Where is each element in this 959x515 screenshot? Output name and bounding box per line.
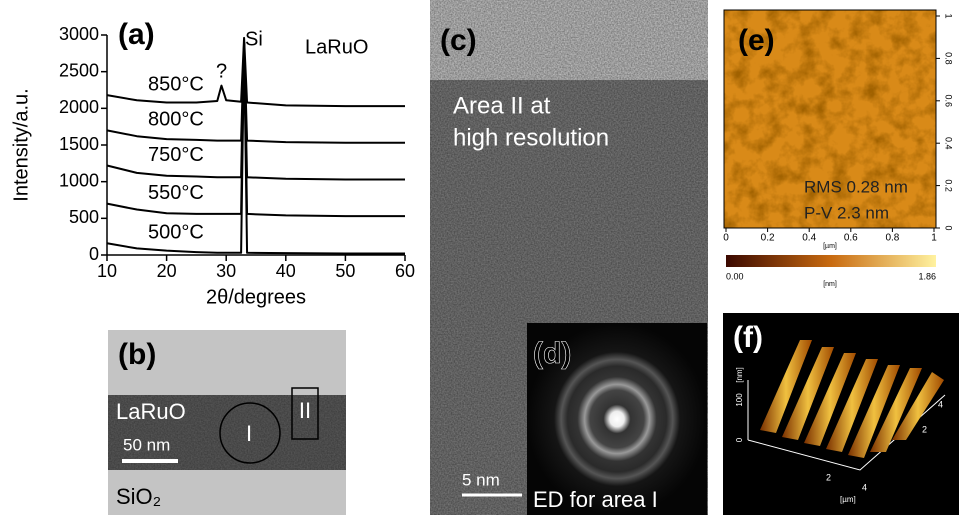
x-tick-label: 60 <box>395 261 415 281</box>
x-tick-label: 20 <box>157 261 177 281</box>
panel-label: (d) <box>533 337 571 370</box>
y-tick-label: 1000 <box>59 170 99 190</box>
series-label: 550°C <box>148 182 204 204</box>
afm-3d: (f) [nm] [µm] 0 100 2 4 2 4 <box>723 313 959 515</box>
x-unit: [µm] <box>823 243 837 250</box>
layer-label: LaRuO <box>116 399 186 424</box>
panel-label: (b) <box>118 338 156 371</box>
z-tick-label: 100 <box>735 393 744 407</box>
scale-label: 50 nm <box>123 435 170 454</box>
caption: high resolution <box>453 124 609 151</box>
series-label: 500°C <box>148 222 204 244</box>
series-label: 800°C <box>148 109 204 131</box>
x-axis-label: 2θ/degrees <box>206 286 306 308</box>
diffraction: (d) ED for area I <box>527 323 707 515</box>
tem-cross-section: (b) LaRuO 50 nm I II SiO₂ <box>108 330 346 515</box>
colorbar <box>726 255 936 267</box>
region-label: I <box>246 421 252 446</box>
xy-unit: [µm] <box>840 495 856 504</box>
y-tick-label: 1500 <box>59 134 99 154</box>
y-tick-label: 500 <box>69 207 99 227</box>
x-tick-label: 10 <box>97 261 117 281</box>
xrd-chart: (a) Si LaRuO ? 2θ/degrees Intensity/a.u.… <box>10 18 415 308</box>
y-tick-label: 1 <box>944 13 954 18</box>
z-tick-label: 0 <box>735 437 744 442</box>
panel-label: (f) <box>733 321 763 354</box>
x-tick-label: 0.2 <box>761 233 775 244</box>
figure: (a) Si LaRuO ? 2θ/degrees Intensity/a.u.… <box>0 0 959 515</box>
substrate-label: SiO₂ <box>116 484 161 509</box>
panel-label: (c) <box>440 24 477 57</box>
annotation: LaRuO <box>305 36 368 58</box>
panel-label: (a) <box>118 18 155 51</box>
x-tick-label: 0.4 <box>802 233 816 244</box>
series-label: 750°C <box>148 144 204 166</box>
y-tick-label: 2000 <box>59 97 99 117</box>
y-tick-label: 2 <box>922 424 927 434</box>
x-tick-label: 0 <box>723 233 729 244</box>
pv-label: P-V 2.3 nm <box>804 203 889 222</box>
caption: ED for area I <box>533 487 658 512</box>
x-tick-label: 40 <box>276 261 296 281</box>
colorbar-unit: [nm] <box>823 281 837 288</box>
region-label: II <box>299 398 311 423</box>
y-tick-label: 0.2 <box>944 179 954 192</box>
annotation: Si <box>245 28 263 50</box>
y-tick-label: 2500 <box>59 60 99 80</box>
x-tick-label: 30 <box>216 261 236 281</box>
afm-map: (e) RMS 0.28 nm P-V 2.3 nm [µm] 0.00 1.8… <box>723 10 953 288</box>
x-tick-label: 0.6 <box>844 233 858 244</box>
y-tick-label: 0.8 <box>944 52 954 65</box>
x-tick-label: 50 <box>335 261 355 281</box>
x-tick-label: 2 <box>826 472 831 482</box>
y-tick-label: 0.6 <box>944 95 954 108</box>
caption: Area II at <box>453 92 551 119</box>
z-unit: [nm] <box>735 367 744 383</box>
series-label: 850°C <box>148 73 204 95</box>
y-axis-label: Intensity/a.u. <box>10 88 32 201</box>
scale-label: 5 nm <box>462 470 500 489</box>
x-tick-label: 1 <box>931 233 937 244</box>
annotation: ? <box>216 60 227 82</box>
rms-label: RMS 0.28 nm <box>804 177 908 196</box>
y-tick-label: 3000 <box>59 24 99 44</box>
colorbar-max: 1.86 <box>918 271 936 281</box>
x-tick-label: 4 <box>862 482 867 492</box>
colorbar-min: 0.00 <box>726 271 744 281</box>
y-tick-label: 0.4 <box>944 137 954 150</box>
y-tick-label: 4 <box>938 399 943 409</box>
y-tick-label: 0 <box>944 225 954 230</box>
x-tick-label: 0.8 <box>885 233 899 244</box>
panel-label: (e) <box>738 24 775 57</box>
